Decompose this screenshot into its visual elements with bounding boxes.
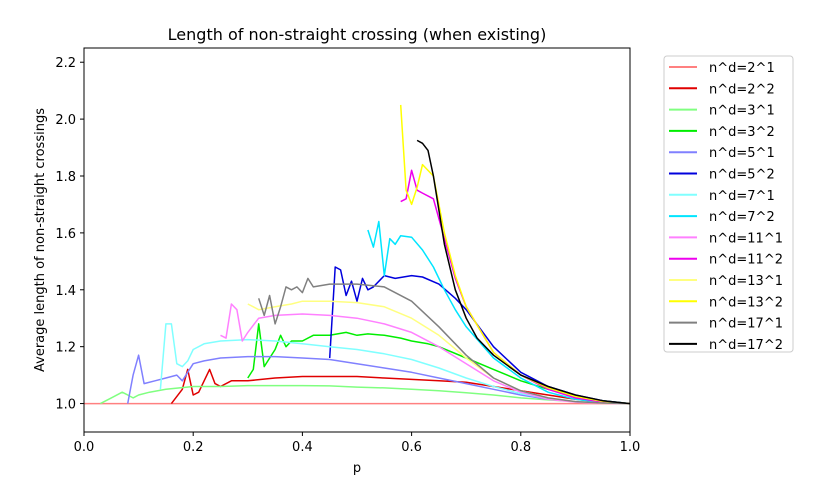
series-line-12 (399, 104, 631, 405)
legend-entry-label: n^d=3^2 (709, 125, 775, 140)
legend-entry-label: n^d=3^1 (709, 104, 775, 119)
legend-entry-label: n^d=7^1 (709, 189, 775, 204)
series-line-4 (247, 323, 631, 405)
y-axis: 1.0 1.2 1.4 1.6 1.8 2.0 2.2 (55, 56, 84, 413)
x-tick-label: 0.2 (183, 440, 204, 455)
x-tick-label: 0.8 (510, 440, 531, 455)
legend-entry-label: n^d=2^1 (709, 61, 775, 76)
y-tick-label: 1.4 (55, 284, 76, 299)
series-line-6 (328, 266, 631, 405)
x-axis: 0.0 0.2 0.4 0.6 0.8 1.0 (74, 432, 641, 455)
legend-entry-label: n^d=2^2 (709, 82, 775, 97)
series-line-3 (100, 384, 631, 405)
x-tick-label: 1.0 (620, 440, 641, 455)
y-tick-label: 1.8 (55, 170, 76, 185)
y-tick-label: 1.6 (55, 227, 76, 242)
series-line-7 (159, 323, 631, 405)
series-line-8 (367, 220, 631, 405)
y-tick-label: 2.2 (55, 56, 76, 71)
legend-entry-label: n^d=17^2 (709, 338, 783, 353)
legend-entry-label: n^d=5^1 (709, 146, 775, 161)
legend-entry-label: n^d=11^2 (709, 253, 783, 268)
x-tick-label: 0.0 (74, 440, 95, 455)
plot-lines (84, 104, 631, 405)
series-line-10 (400, 169, 631, 405)
series-line-5 (126, 354, 631, 405)
legend-entry-label: n^d=13^2 (709, 295, 783, 310)
series-line-11 (247, 300, 631, 405)
y-tick-label: 1.2 (55, 341, 76, 356)
x-axis-label: p (353, 461, 361, 476)
y-tick-label: 2.0 (55, 113, 76, 128)
legend-entry-label: n^d=17^1 (709, 317, 783, 332)
series-line-13 (257, 277, 631, 405)
x-tick-label: 0.6 (401, 440, 422, 455)
y-axis-label: Average length of non-straight crossings (33, 108, 48, 372)
series-line-14 (416, 139, 631, 405)
chart-title: Length of non-straight crossing (when ex… (168, 25, 547, 44)
plot-frame (83, 47, 631, 433)
legend-entry-label: n^d=5^2 (709, 168, 775, 183)
legend-entry-label: n^d=7^2 (709, 210, 775, 225)
legend: n^d=2^1 n^d=2^2 n^d=3^1 n^d=3^2 n^d=5^1 n^d=5… (663, 55, 794, 353)
legend-entry-label: n^d=11^1 (709, 231, 783, 246)
series-line-9 (220, 303, 631, 405)
legend-entry-label: n^d=13^1 (709, 274, 783, 289)
x-tick-label: 0.4 (292, 440, 313, 455)
y-tick-label: 1.0 (55, 398, 76, 413)
